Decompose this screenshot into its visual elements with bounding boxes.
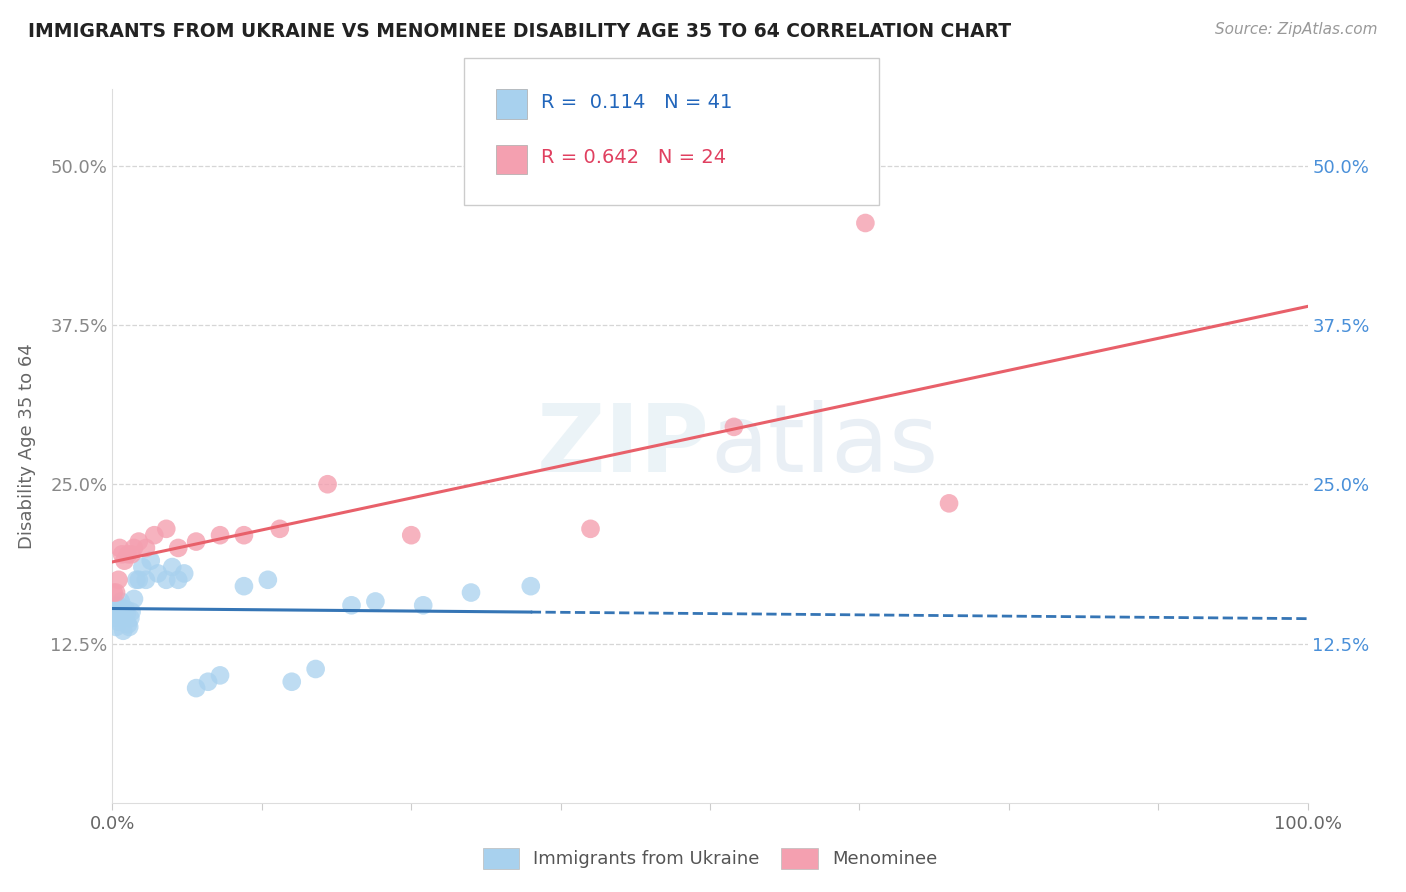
Point <box>186 534 208 549</box>
Point <box>112 624 135 638</box>
Point <box>114 554 135 568</box>
Point <box>155 573 177 587</box>
Point <box>110 594 132 608</box>
Point <box>105 620 128 634</box>
Point <box>108 541 131 555</box>
Text: R =  0.114   N = 41: R = 0.114 N = 41 <box>541 93 733 112</box>
Point <box>412 599 434 613</box>
Point <box>460 585 482 599</box>
Point <box>520 579 543 593</box>
Point <box>855 216 877 230</box>
Point <box>128 534 150 549</box>
Point <box>143 528 166 542</box>
Point <box>364 594 387 608</box>
Point <box>173 566 195 581</box>
Point <box>167 573 190 587</box>
Point <box>281 674 304 689</box>
Point <box>103 611 125 625</box>
Point <box>122 541 145 555</box>
Point <box>269 522 291 536</box>
Point <box>128 573 150 587</box>
Point <box>104 605 127 619</box>
Text: IMMIGRANTS FROM UKRAINE VS MENOMINEE DISABILITY AGE 35 TO 64 CORRELATION CHART: IMMIGRANTS FROM UKRAINE VS MENOMINEE DIS… <box>28 22 1011 41</box>
Point <box>103 585 125 599</box>
Point <box>316 477 339 491</box>
Point <box>135 573 157 587</box>
Point <box>155 522 177 536</box>
Point <box>117 617 139 632</box>
Text: ZIP: ZIP <box>537 400 710 492</box>
Point <box>197 674 219 689</box>
Point <box>340 599 363 613</box>
Point <box>209 528 232 542</box>
Point <box>111 547 134 561</box>
Point <box>114 602 136 616</box>
Text: atlas: atlas <box>710 400 938 492</box>
Point <box>121 605 143 619</box>
Point <box>131 560 153 574</box>
Point <box>938 496 960 510</box>
Point <box>120 611 142 625</box>
Point <box>115 607 138 622</box>
Point <box>257 573 280 587</box>
Text: Source: ZipAtlas.com: Source: ZipAtlas.com <box>1215 22 1378 37</box>
Point <box>209 668 232 682</box>
Point <box>233 528 256 542</box>
Point <box>107 599 129 613</box>
Point <box>105 585 128 599</box>
Point <box>114 611 135 625</box>
Point <box>162 560 183 574</box>
Point <box>135 541 157 555</box>
Point <box>139 554 162 568</box>
Point <box>146 566 169 581</box>
Y-axis label: Disability Age 35 to 64: Disability Age 35 to 64 <box>18 343 37 549</box>
Text: R = 0.642   N = 24: R = 0.642 N = 24 <box>541 148 727 168</box>
Point <box>105 599 128 613</box>
Point <box>111 607 134 622</box>
Point <box>233 579 256 593</box>
Point <box>118 620 141 634</box>
Point <box>105 607 128 622</box>
Point <box>305 662 328 676</box>
Point <box>125 573 148 587</box>
Point <box>579 522 602 536</box>
Point <box>108 605 131 619</box>
Point <box>107 615 129 629</box>
Point <box>401 528 423 542</box>
Point <box>107 573 129 587</box>
Point <box>723 420 745 434</box>
Point <box>122 591 145 606</box>
Point <box>121 547 143 561</box>
Point <box>186 681 208 695</box>
Point <box>167 541 190 555</box>
Point <box>117 547 139 561</box>
Legend: Immigrants from Ukraine, Menominee: Immigrants from Ukraine, Menominee <box>475 840 945 876</box>
